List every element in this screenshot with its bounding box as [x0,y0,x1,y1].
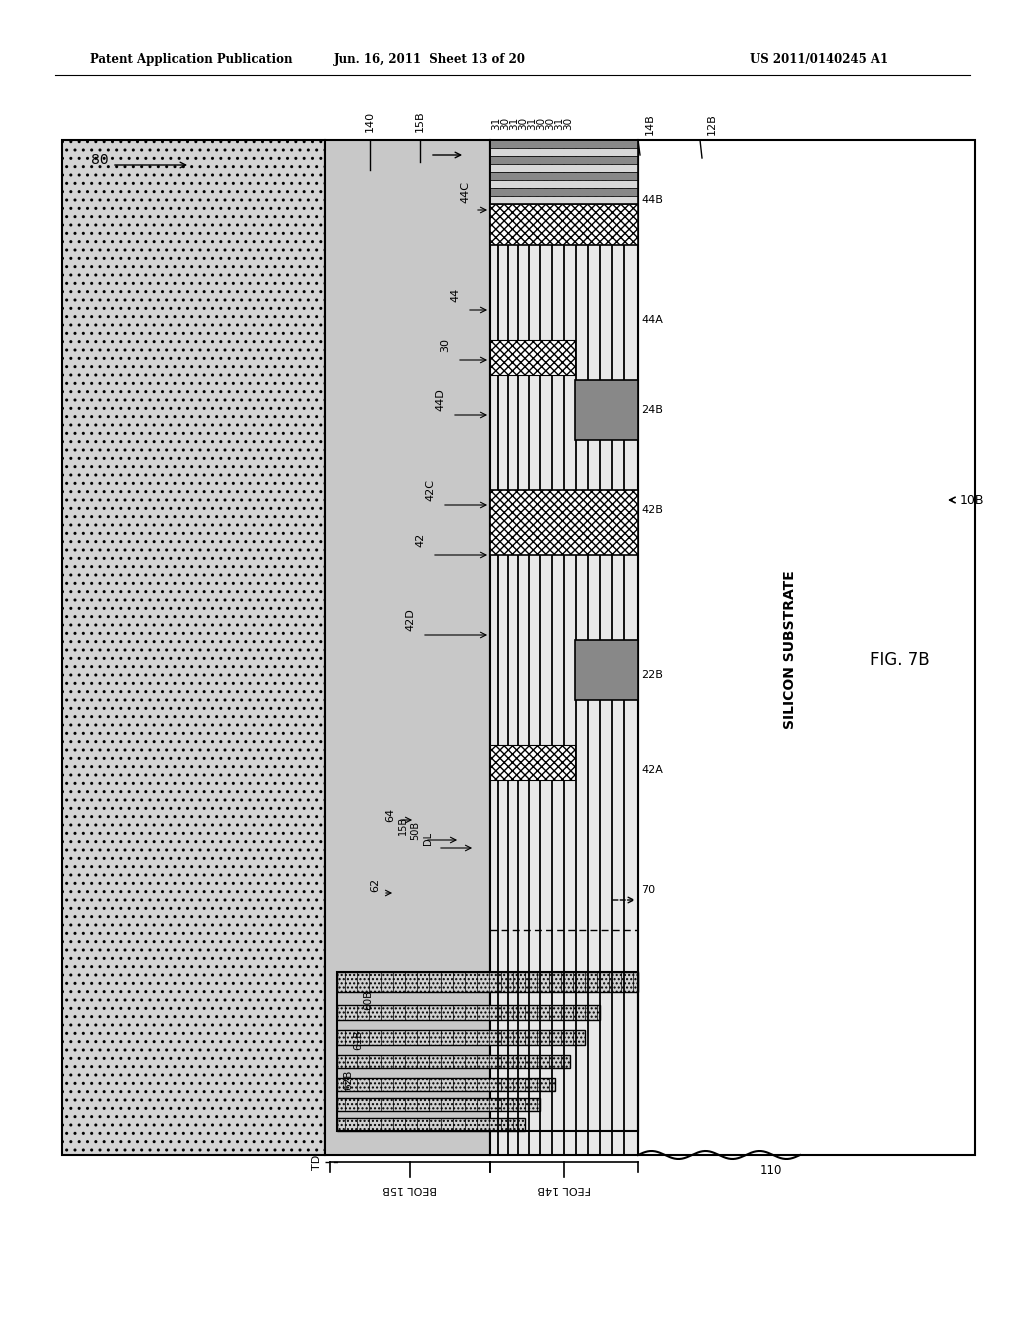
Text: 42A: 42A [641,766,663,775]
Bar [337,972,638,1131]
Text: 110: 110 [760,1163,782,1176]
Bar [490,180,638,187]
Bar [337,972,638,993]
Text: 10B: 10B [961,494,984,507]
Text: FIG. 7B: FIG. 7B [870,651,930,669]
Text: 70: 70 [641,884,655,895]
Bar [490,341,575,375]
Bar [490,140,638,1155]
Bar [490,156,638,164]
Bar [337,1055,570,1068]
Text: 31: 31 [527,116,537,129]
Bar [337,1030,585,1045]
Text: 50B: 50B [410,821,420,840]
Text: 80: 80 [91,153,109,168]
Text: 14B: 14B [645,114,655,135]
Bar [490,176,638,246]
Text: 31: 31 [554,116,564,129]
Text: Patent Application Publication: Patent Application Publication [90,54,293,66]
Text: SILICON SUBSTRATE: SILICON SUBSTRATE [783,570,797,730]
Text: 42B: 42B [641,506,663,515]
Bar [490,148,638,156]
Bar [490,490,638,554]
Text: TD: TD [312,1155,322,1170]
Text: 12B: 12B [707,114,717,135]
Text: 140: 140 [365,111,375,132]
Text: 60B: 60B [362,990,373,1010]
Text: 44B: 44B [641,195,663,205]
Text: Jun. 16, 2011  Sheet 13 of 20: Jun. 16, 2011 Sheet 13 of 20 [334,54,526,66]
Bar [325,140,490,1155]
Text: 30: 30 [518,117,528,129]
Text: 42D: 42D [406,609,415,631]
Bar [62,140,325,1155]
Bar [337,1098,540,1111]
Text: US 2011/0140245 A1: US 2011/0140245 A1 [750,54,888,66]
Bar [490,140,638,148]
Text: 64: 64 [385,808,395,822]
Text: 61B: 61B [353,1030,362,1051]
Bar [337,1005,600,1020]
Text: 44: 44 [450,288,460,302]
Bar [337,1118,525,1131]
Text: 44C: 44C [460,181,470,203]
Text: 30: 30 [500,117,510,129]
Bar [325,140,490,1155]
Bar [575,640,638,700]
Text: DL: DL [423,832,433,845]
Text: 30: 30 [440,338,450,352]
Text: 44A: 44A [641,315,663,325]
Bar [490,744,575,780]
Text: 30: 30 [536,117,546,129]
Text: 62: 62 [370,878,380,892]
Text: 42: 42 [415,533,425,546]
Text: 22B: 22B [641,671,663,680]
Text: 31: 31 [509,116,519,129]
Text: 15B: 15B [415,111,425,132]
Text: 30: 30 [563,117,573,129]
Text: 31: 31 [490,116,501,129]
Bar [337,1078,555,1092]
Bar [575,380,638,440]
Text: 24B: 24B [641,405,663,414]
Bar [638,140,975,1155]
Text: 30: 30 [545,117,555,129]
Bar [490,140,638,205]
Text: BEOL 15B: BEOL 15B [383,1184,437,1195]
Bar [490,164,638,172]
Text: FEOL 14B: FEOL 14B [538,1184,591,1195]
Bar [490,172,638,180]
Text: 44D: 44D [435,388,445,412]
Text: 42C: 42C [425,479,435,502]
Text: 62B: 62B [343,1069,353,1090]
Text: 15B: 15B [398,816,408,834]
Bar [490,187,638,195]
Bar [490,195,638,205]
Bar [490,140,638,1155]
